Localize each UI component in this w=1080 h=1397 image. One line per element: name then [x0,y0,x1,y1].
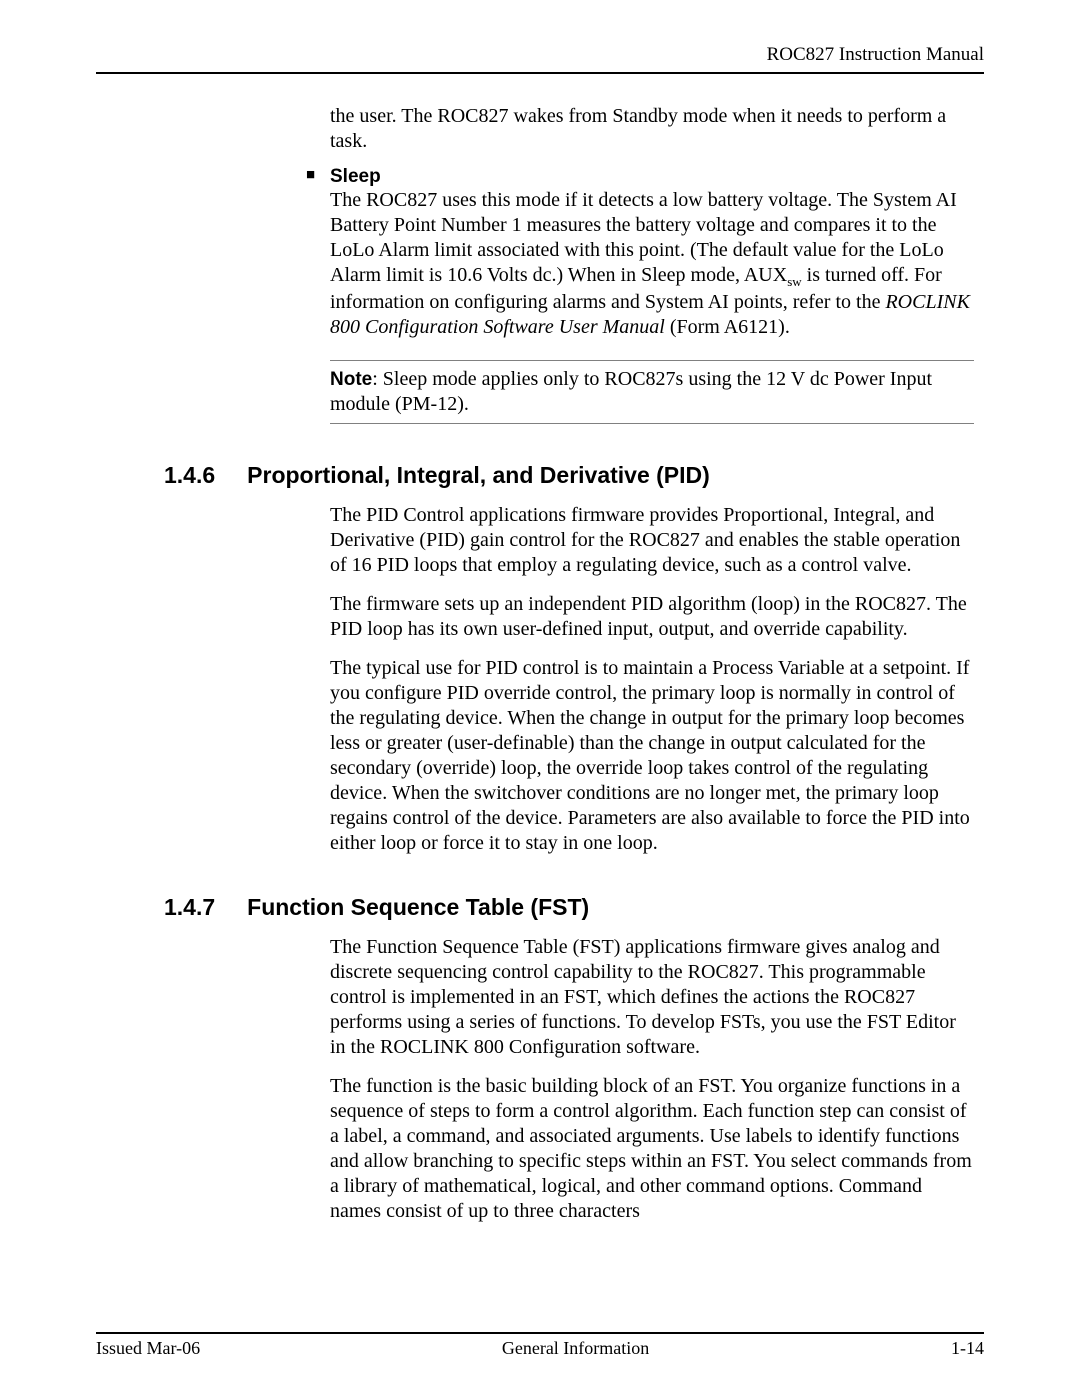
pid-para-2: The firmware sets up an independent PID … [330,592,974,642]
standby-trailing-text: the user. The ROC827 wakes from Standby … [330,104,974,154]
section-heading-pid: 1.4.6 Proportional, Integral, and Derivat… [164,462,984,489]
fst-para-1: The Function Sequence Table (FST) applic… [330,935,974,1060]
section-num-fst: 1.4.7 [164,894,215,920]
sleep-title: Sleep [330,166,974,188]
footer-rule [96,1332,984,1334]
note-box: Note: Sleep mode applies only to ROC827s… [330,360,974,424]
header-title: ROC827 Instruction Manual [96,44,984,66]
footer-center: General Information [502,1338,649,1359]
fst-para-2: The function is the basic building block… [330,1074,974,1224]
sleep-body: The ROC827 uses this mode if it detects … [330,188,974,340]
pid-para-3: The typical use for PID control is to ma… [330,656,974,856]
header-rule [96,72,984,74]
footer: Issued Mar-06 General Information 1-14 [96,1332,984,1359]
footer-right: 1-14 [951,1338,984,1359]
sleep-bullet: ■ Sleep The ROC827 uses this mode if it … [306,166,974,340]
aux-subscript: sw [787,274,801,289]
pid-para-1: The PID Control applications firmware pr… [330,503,974,578]
bullet-icon: ■ [306,167,315,184]
section-title-fst: Function Sequence Table (FST) [247,894,589,920]
section-heading-fst: 1.4.7 Function Sequence Table (FST) [164,894,984,921]
sleep-body-post: (Form A6121). [665,316,790,338]
note-label: Note [330,369,372,390]
section-num-pid: 1.4.6 [164,462,215,488]
section-title-pid: Proportional, Integral, and Derivative (… [247,462,710,488]
footer-left: Issued Mar-06 [96,1338,200,1359]
note-text: : Sleep mode applies only to ROC827s usi… [330,368,932,415]
